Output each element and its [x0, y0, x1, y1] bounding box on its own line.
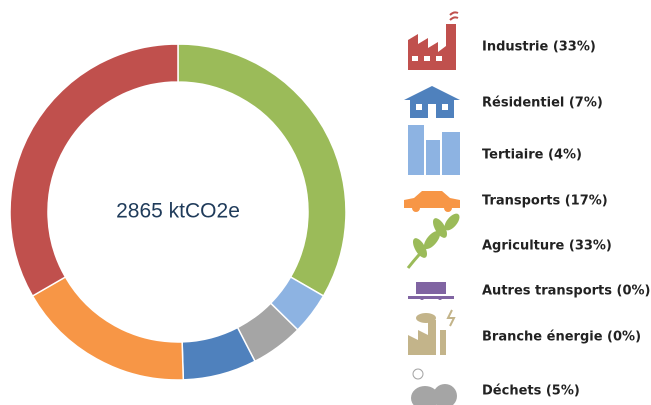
legend-label: Déchets (5%) — [482, 384, 580, 399]
icon-car — [404, 191, 460, 212]
legend-label: Branche énergie (0%) — [482, 330, 641, 345]
legend-label: Transports (17%) — [482, 194, 608, 209]
legend-label: Autres transports (0%) — [482, 284, 651, 299]
donut — [9, 43, 347, 381]
slice — [177, 43, 347, 298]
icon-waste — [411, 368, 457, 405]
legend-label: Industrie (33%) — [482, 40, 596, 55]
legend-label: Tertiaire (4%) — [482, 148, 582, 163]
icon-house — [404, 86, 460, 118]
icon-energy — [408, 309, 456, 355]
slice — [9, 43, 179, 298]
legend-label: Résidentiel (7%) — [482, 96, 603, 111]
legend-label: Agriculture (33%) — [482, 239, 612, 254]
icon-industry — [408, 11, 459, 70]
legend-icons — [404, 11, 460, 405]
center-label: 2865 ktCO2e — [116, 200, 240, 223]
icon-train — [408, 282, 454, 300]
slice — [31, 275, 185, 381]
icon-buildings — [408, 125, 460, 175]
icon-agriculture — [406, 213, 460, 269]
